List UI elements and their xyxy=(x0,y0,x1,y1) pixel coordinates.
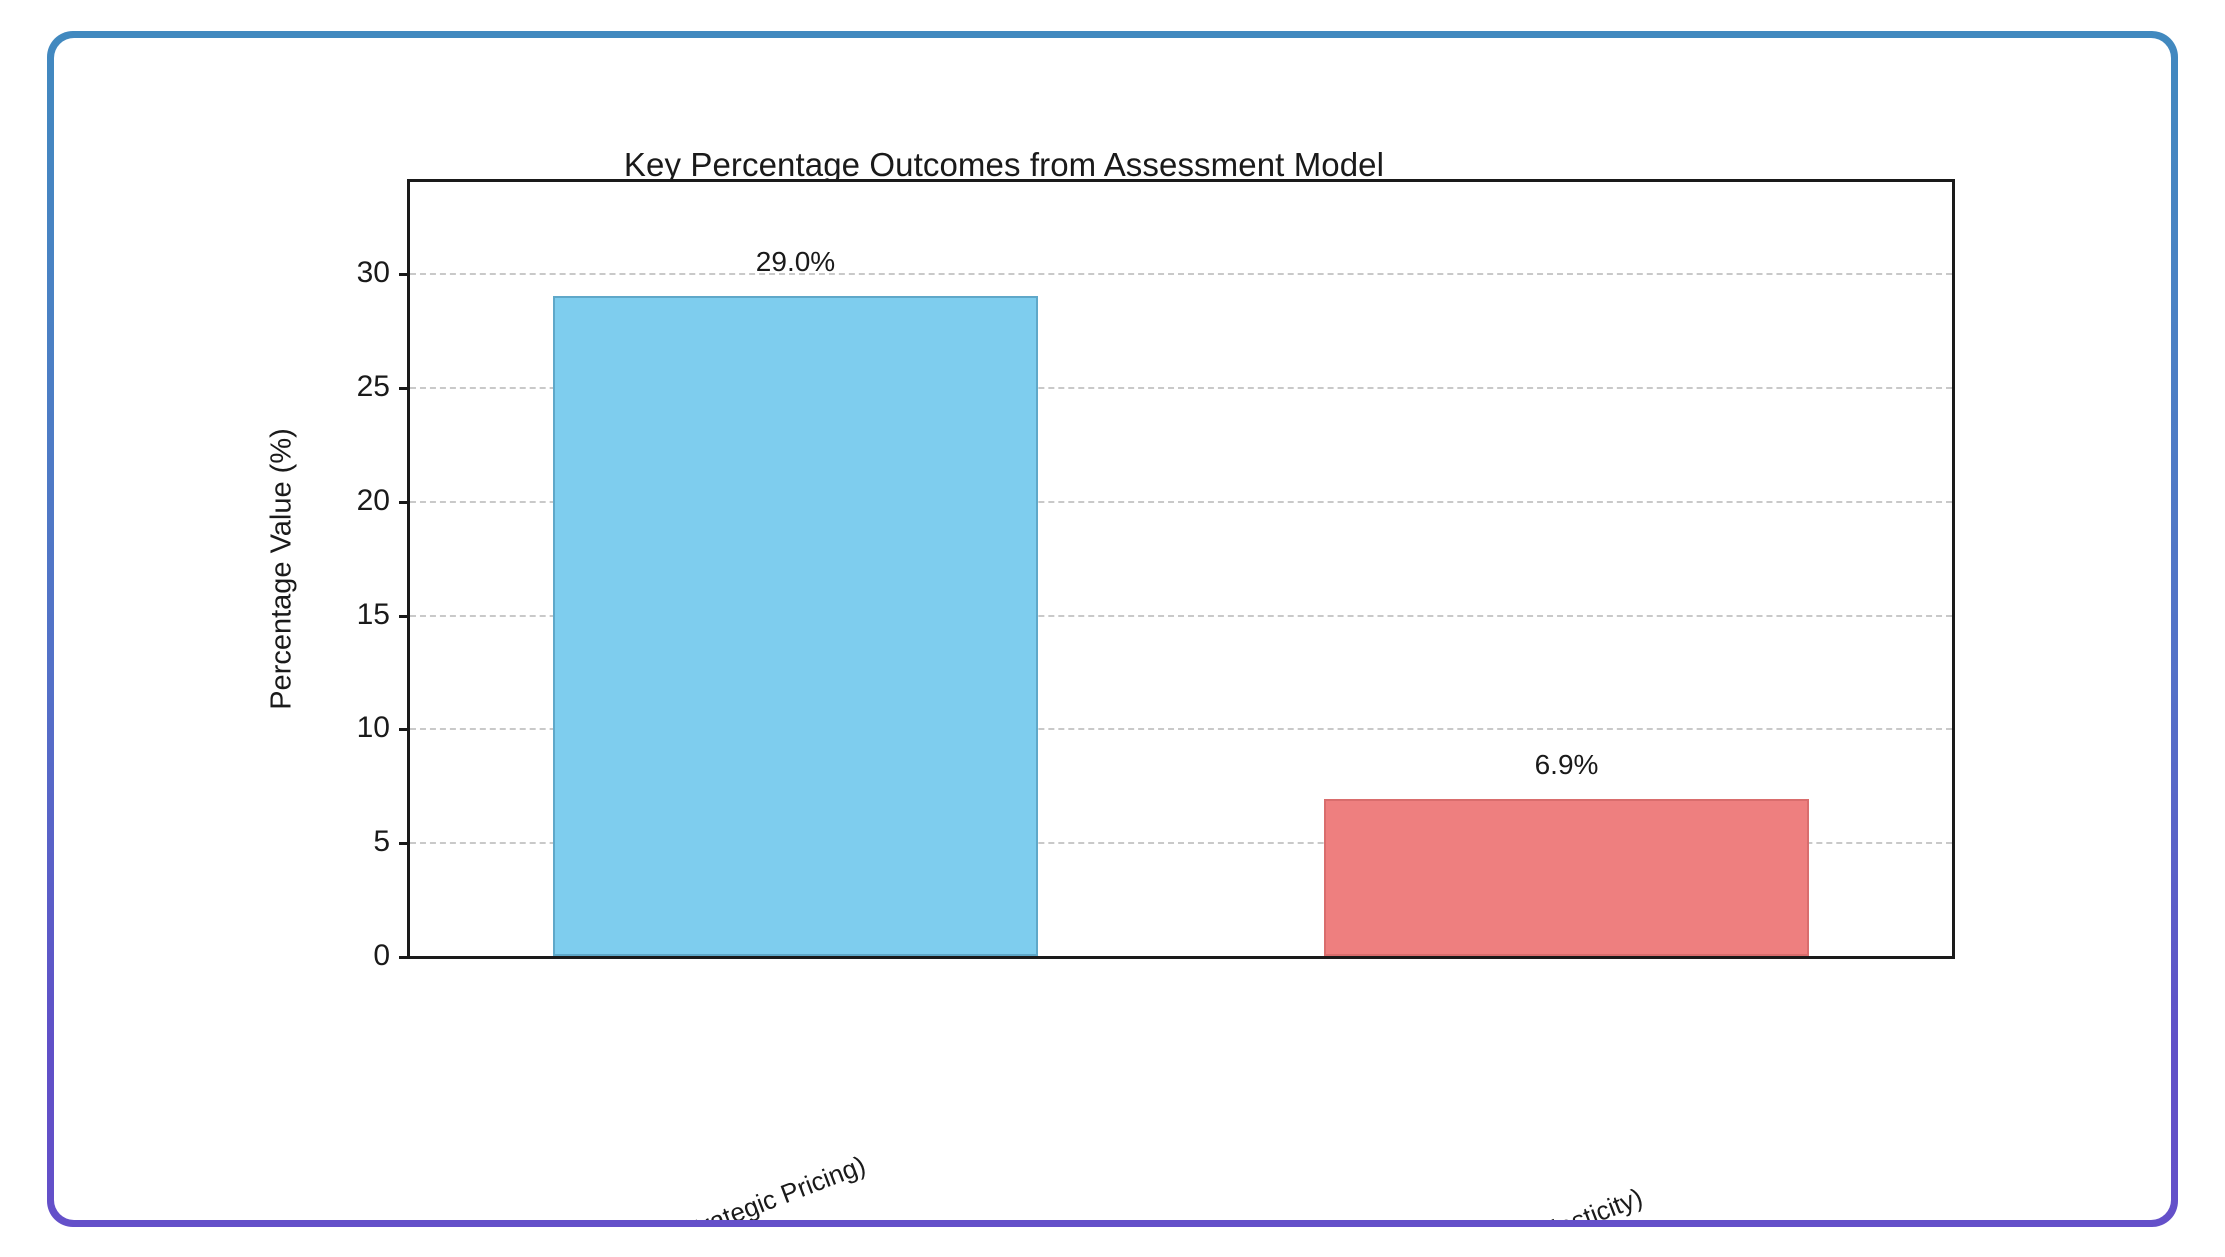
y-tick-mark xyxy=(399,614,410,618)
bar[interactable] xyxy=(1323,798,1810,956)
gridline xyxy=(410,728,1952,731)
bar-value-label: 29.0% xyxy=(755,245,836,277)
y-tick-mark xyxy=(399,273,410,277)
y-axis-title: Percentage Value (%) xyxy=(265,428,298,710)
y-tick-label: 5 xyxy=(373,825,390,859)
gridline xyxy=(410,842,1952,845)
plot-area: 0 5 10 15 20 25 30 29.0% 6.9% xyxy=(357,179,1955,972)
bar-chart-figure: Key Percentage Outcomes from Assessment … xyxy=(54,38,2171,1220)
card-surface: Key Percentage Outcomes from Assessment … xyxy=(54,38,2171,1220)
bar[interactable] xyxy=(552,295,1039,956)
y-tick-mark xyxy=(399,386,410,390)
y-tick-mark xyxy=(399,728,410,732)
y-tick-label: 30 xyxy=(356,256,390,290)
y-tick-label: 10 xyxy=(356,711,390,745)
y-tick-label: 15 xyxy=(356,597,390,631)
x-tick-label: Improvement in Margins (Strategic Pricin… xyxy=(398,1150,869,1220)
x-tick-label: Average Weekly Price Fluctuation (Price … xyxy=(1091,1182,1646,1220)
y-tick-label: 0 xyxy=(373,939,390,972)
plot-inner: 0 5 10 15 20 25 30 29.0% 6.9% xyxy=(357,182,1952,972)
gridline xyxy=(410,500,1952,503)
y-tick-mark xyxy=(399,842,410,846)
chart-title: Key Percentage Outcomes from Assessment … xyxy=(623,146,1385,183)
y-tick-mark xyxy=(399,956,410,959)
bar-value-label: 6.9% xyxy=(1534,748,1599,780)
y-tick-label: 20 xyxy=(356,483,390,517)
y-tick-label: 25 xyxy=(356,369,390,403)
gridline xyxy=(410,386,1952,389)
gradient-frame: Key Percentage Outcomes from Assessment … xyxy=(47,31,2178,1227)
gridline xyxy=(410,614,1952,617)
gridline xyxy=(410,273,1952,276)
y-tick-mark xyxy=(399,500,410,504)
